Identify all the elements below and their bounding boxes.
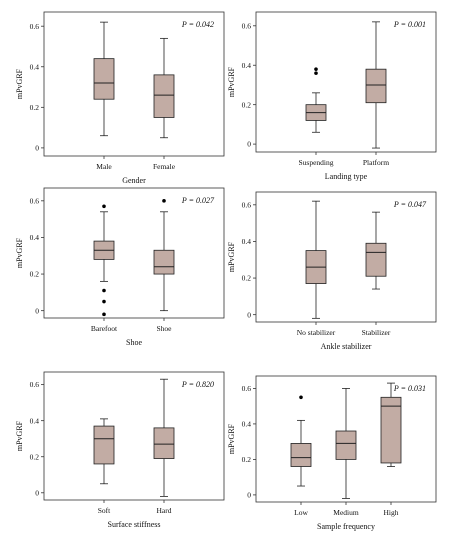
- box-high: [380, 382, 402, 467]
- y-tick-label: 0: [35, 488, 39, 497]
- p-value-label: P = 0.820: [181, 380, 214, 389]
- y-tick-label: 0: [35, 306, 39, 315]
- x-category-label: Suspending: [298, 158, 333, 167]
- x-category-label: Stabilizer: [362, 328, 391, 337]
- box-suspending: [305, 67, 327, 133]
- plot-frame: [43, 371, 225, 501]
- box-stabilizer: [365, 211, 387, 290]
- x-category-label: Platform: [363, 158, 389, 167]
- x-category-label: High: [384, 508, 399, 517]
- y-axis-label: mPvGRF: [227, 423, 236, 454]
- y-tick-label: 0.4: [242, 420, 252, 429]
- iqr-box: [335, 430, 357, 460]
- iqr-box: [93, 58, 115, 100]
- box-soft: [93, 418, 115, 485]
- p-value-label: P = 0.047: [393, 200, 427, 209]
- p-value-label: P = 0.027: [181, 196, 215, 205]
- box-plot-panel: 0 0.2 0.4 0.6 mPvGRF P = 0.820 Soft Hard Surface…: [15, 371, 225, 529]
- outlier-point: [102, 288, 106, 293]
- y-axis-label: mPvGRF: [227, 66, 236, 97]
- x-axis-label: Shoe: [126, 338, 142, 347]
- y-axis-label: mPvGRF: [15, 68, 24, 99]
- box-platform: [365, 21, 387, 149]
- y-tick-label: 0.2: [30, 103, 40, 112]
- plot-frame: [43, 187, 225, 319]
- box-plot-panel: 0 0.2 0.4 0.6 mPvGRF P = 0.031 Low Medium High Sa…: [227, 375, 437, 531]
- y-tick-label: 0.4: [30, 416, 40, 425]
- box-female: [153, 37, 175, 139]
- iqr-box: [153, 74, 175, 118]
- x-axis-label: Surface stiffness: [108, 520, 161, 529]
- y-axis-label: mPvGRF: [15, 237, 24, 268]
- y-tick-label: 0: [247, 310, 251, 319]
- p-value-label: P = 0.001: [393, 20, 426, 29]
- y-tick-label: 0.2: [242, 100, 252, 109]
- box-hard: [153, 378, 175, 497]
- x-axis-label: Gender: [122, 176, 146, 185]
- x-category-label: Barefoot: [91, 324, 118, 333]
- iqr-box: [290, 443, 312, 467]
- x-category-label: Female: [153, 162, 176, 171]
- y-tick-label: 0.2: [30, 452, 40, 461]
- y-tick-label: 0.6: [30, 196, 40, 205]
- y-tick-label: 0.2: [242, 274, 252, 283]
- box-plot-panel: 0 0.2 0.4 0.6 mPvGRF P = 0.001 Suspending Platf…: [227, 11, 437, 181]
- box-male: [93, 21, 115, 137]
- y-tick-label: 0.2: [30, 270, 40, 279]
- x-axis-label: Sample frequency: [317, 522, 375, 531]
- x-category-label: Shoe: [157, 324, 173, 333]
- outlier-point: [102, 312, 106, 317]
- iqr-box: [365, 68, 387, 104]
- outlier-point: [299, 395, 303, 400]
- y-tick-label: 0.4: [242, 237, 252, 246]
- x-category-label: Hard: [157, 506, 172, 515]
- box-medium: [335, 388, 357, 499]
- x-category-label: Soft: [98, 506, 111, 515]
- p-value-label: P = 0.042: [181, 20, 214, 29]
- iqr-box: [365, 242, 387, 277]
- x-category-label: Male: [96, 162, 112, 171]
- y-tick-label: 0: [35, 143, 39, 152]
- outlier-point: [102, 204, 106, 209]
- x-category-label: Medium: [333, 508, 359, 517]
- x-category-label: No stabilizer: [297, 328, 336, 337]
- x-category-label: Low: [294, 508, 308, 517]
- plot-frame: [255, 191, 437, 323]
- box-low: [290, 395, 312, 487]
- y-axis-label: mPvGRF: [15, 420, 24, 451]
- x-axis-label: Ankle stabilizer: [321, 342, 372, 351]
- y-tick-label: 0.6: [242, 21, 252, 30]
- x-axis-label: Landing type: [325, 172, 368, 181]
- y-tick-label: 0.6: [242, 384, 252, 393]
- p-value-label: P = 0.031: [393, 384, 426, 393]
- box-barefoot: [93, 204, 115, 317]
- box-shoe: [153, 199, 175, 312]
- box-plot-panel: 0 0.2 0.4 0.6 mPvGRF P = 0.047 No stabilizer St…: [227, 191, 437, 351]
- box-plot-panel: 0 0.2 0.4 0.6 mPvGRF P = 0.027 Barefoot Shoe Sho…: [15, 187, 225, 347]
- box-plot-panel: 0 0.2 0.4 0.6 mPvGRF P = 0.042 Male Female Gende…: [15, 11, 225, 185]
- outlier-point: [314, 67, 318, 71]
- outlier-point: [162, 199, 166, 203]
- y-tick-label: 0.4: [242, 61, 252, 70]
- y-tick-label: 0.2: [242, 455, 252, 464]
- box-no-stabilizer: [305, 200, 327, 319]
- y-tick-label: 0.6: [242, 200, 252, 209]
- y-tick-label: 0.4: [30, 62, 40, 71]
- y-tick-label: 0: [247, 140, 251, 149]
- iqr-box: [380, 396, 402, 464]
- outlier-point: [102, 299, 106, 304]
- plot-frame: [43, 11, 225, 157]
- y-tick-label: 0.6: [30, 22, 40, 31]
- iqr-box: [153, 427, 175, 459]
- y-tick-label: 0.4: [30, 233, 40, 242]
- plot-frame: [255, 11, 437, 153]
- y-tick-label: 0: [247, 491, 251, 500]
- y-axis-label: mPvGRF: [227, 241, 236, 272]
- outlier-point: [314, 71, 318, 75]
- iqr-box: [93, 425, 115, 465]
- iqr-box: [153, 249, 175, 275]
- y-tick-label: 0.6: [30, 380, 40, 389]
